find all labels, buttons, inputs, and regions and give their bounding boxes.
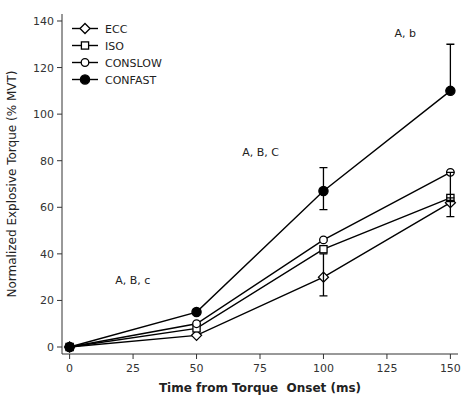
error-bar — [446, 172, 454, 200]
legend-marker — [80, 75, 89, 84]
legend-marker — [81, 42, 88, 49]
annotation: A, B, C — [242, 146, 279, 159]
y-tick — [57, 20, 62, 21]
y-tick-label: 80 — [40, 155, 54, 168]
y-tick — [57, 160, 62, 161]
legend-label: ECC — [105, 23, 128, 36]
legend: ECC ISO CONSLOW CONFAST — [72, 23, 162, 87]
legend-label: ISO — [105, 40, 124, 53]
x-tick — [450, 354, 451, 359]
y-tick-label: 40 — [40, 248, 54, 261]
data-point — [65, 342, 74, 351]
x-tick — [69, 354, 70, 359]
x-tick-label: 125 — [376, 362, 397, 375]
data-point — [320, 236, 328, 244]
annotation: A, B, c — [115, 274, 150, 287]
series-line — [70, 203, 451, 347]
x-axis-label: Time from Torque Onset (ms) — [159, 381, 361, 395]
data-point — [66, 343, 74, 351]
series-line — [70, 91, 451, 347]
error-bar — [446, 44, 454, 91]
series-line — [70, 198, 451, 347]
x-tick-label: 0 — [66, 362, 73, 375]
x-tick — [133, 354, 134, 359]
y-tick — [57, 347, 62, 348]
y-tick-label: 0 — [47, 341, 54, 354]
x-tick — [323, 354, 324, 359]
y-axis-label: Normalized Explosive Torque (% MVT) — [5, 71, 19, 298]
data-point — [192, 307, 201, 316]
y-tick-label: 60 — [40, 201, 54, 214]
data-point — [320, 246, 327, 253]
x-tick — [386, 354, 387, 359]
series-line — [70, 172, 451, 347]
chart: 0 25 50 75 100 125 150 0 20 40 60 80 100 120 140 Time f… — [0, 0, 474, 404]
legend-marker — [80, 24, 90, 34]
x-tick-label: 100 — [313, 362, 334, 375]
y-tick — [57, 207, 62, 208]
legend-marker — [81, 59, 89, 67]
x-tick — [196, 354, 197, 359]
y-axis-line — [62, 14, 63, 354]
plot-area — [65, 44, 456, 352]
data-point — [65, 342, 75, 352]
y-tick-label: 140 — [33, 15, 54, 28]
y-tick-label: 120 — [33, 62, 54, 75]
y-tick — [57, 253, 62, 254]
legend-label: CONSLOW — [105, 57, 162, 70]
y-tick — [57, 300, 62, 301]
annotation: A, b — [395, 27, 417, 40]
x-tick-label: 75 — [253, 362, 267, 375]
error-bar — [319, 168, 327, 210]
legend-label: CONFAST — [105, 74, 156, 87]
x-tick — [260, 354, 261, 359]
x-tick-label: 50 — [190, 362, 204, 375]
y-tick — [57, 114, 62, 115]
x-tick-label: 150 — [440, 362, 461, 375]
y-tick-label: 100 — [33, 108, 54, 121]
y-tick — [57, 67, 62, 68]
x-tick-label: 25 — [126, 362, 140, 375]
error-bar — [319, 254, 327, 296]
data-point — [193, 320, 201, 328]
y-tick-label: 20 — [40, 294, 54, 307]
